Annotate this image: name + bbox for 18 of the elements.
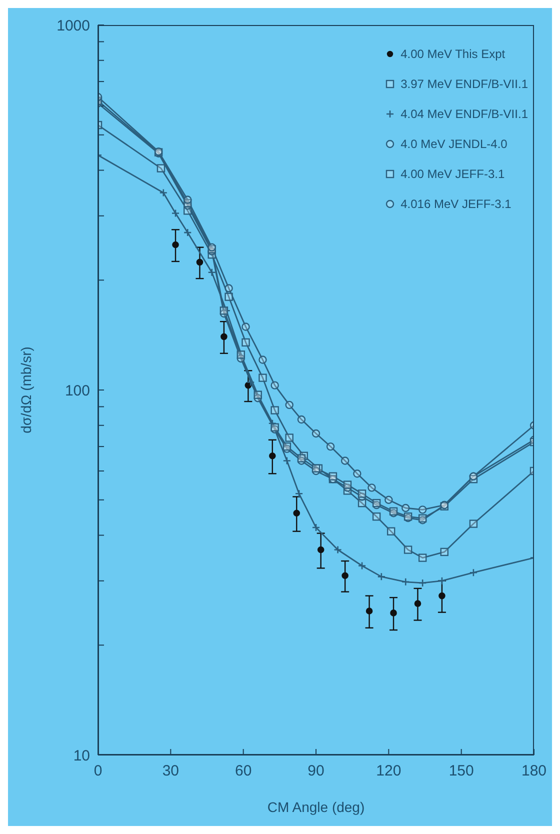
x-tick-label: 150 (448, 762, 474, 780)
x-tick-label: 60 (234, 762, 252, 780)
legend-label: 4.016 MeV JEFF-3.1 (400, 197, 512, 211)
y-tick-label: 10 (73, 747, 90, 764)
x-tick-label: 30 (162, 762, 180, 780)
legend-label: 4.04 MeV ENDF/B-VII.1 (400, 107, 528, 121)
legend-label: 4.00 MeV JEFF-3.1 (400, 167, 505, 181)
x-tick-label: 180 (521, 762, 547, 780)
legend-label: 3.97 MeV ENDF/B-VII.1 (400, 77, 528, 91)
x-tick-label: 90 (308, 762, 324, 780)
y-tick-label: 1000 (56, 17, 90, 34)
legend-label: 4.0 MeV JENDL-4.0 (400, 137, 508, 151)
x-tick-label: 120 (376, 762, 402, 780)
y-axis-title: dσ/dΩ (mb/sr) (18, 346, 34, 434)
legend-label: 4.00 MeV This Expt (400, 47, 506, 61)
x-tick-label: 0 (94, 762, 102, 780)
x-axis-title: CM Angle (deg) (267, 799, 365, 815)
y-tick-label: 100 (64, 382, 90, 400)
